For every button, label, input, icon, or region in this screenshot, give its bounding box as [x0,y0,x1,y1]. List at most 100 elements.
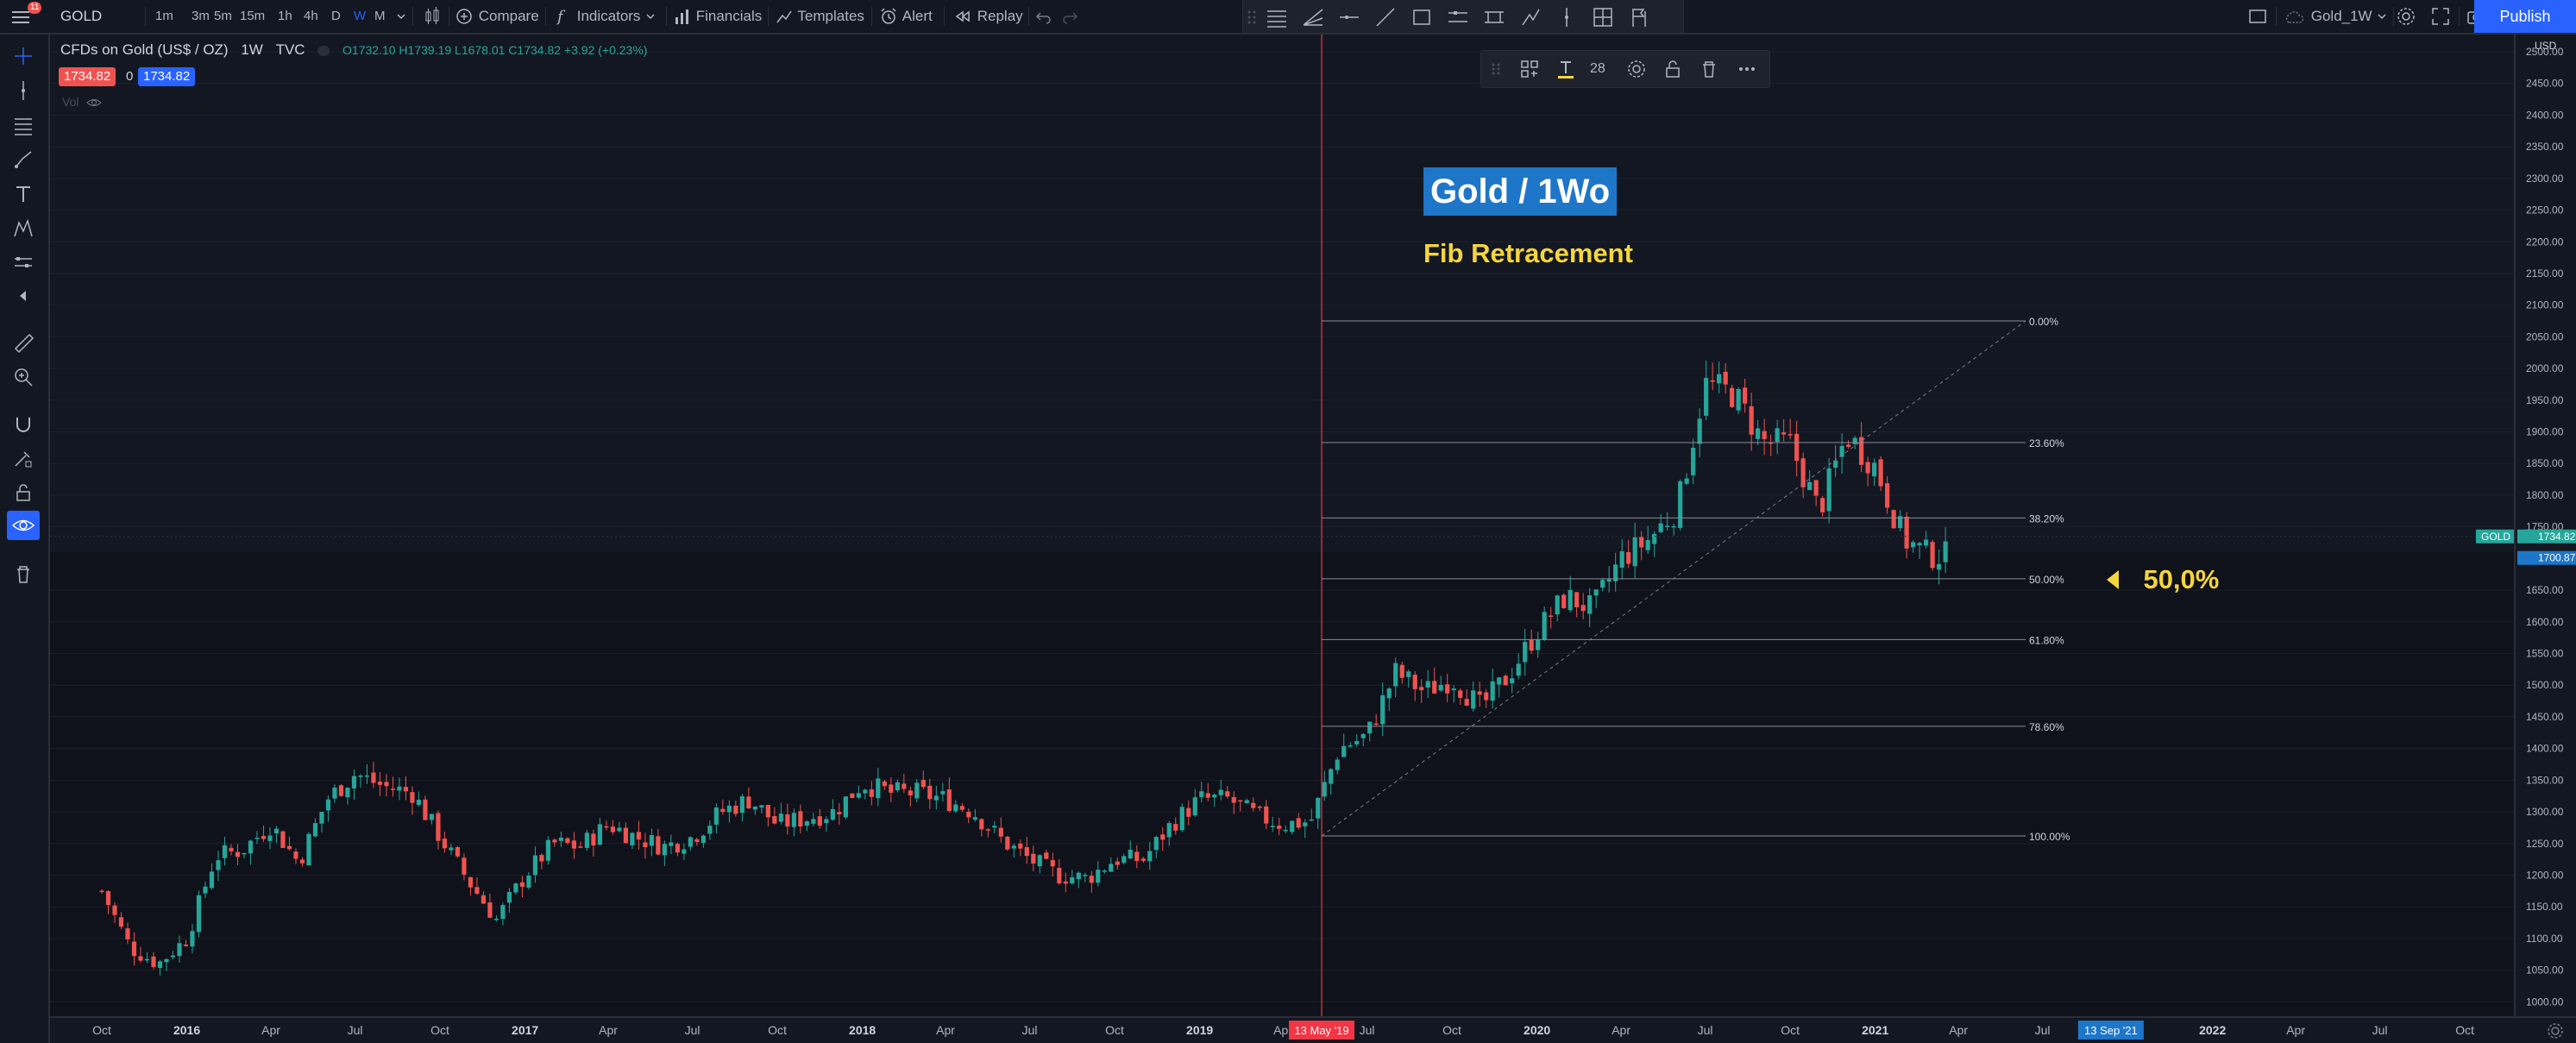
trash-icon[interactable] [1699,59,1719,79]
redo-button[interactable] [1059,5,1080,28]
candle-body [733,805,738,814]
fifty-percent-annotation[interactable]: 50,0% [2103,564,2219,595]
subtitle-annotation[interactable]: Fib Retracement [1423,238,1633,268]
price-tick-label: 1500.00 [2526,679,2564,691]
ask-price-badge[interactable]: 1734.82 [138,67,196,86]
interval-1m[interactable]: 1m [155,9,173,23]
rectangle-icon[interactable] [1409,4,1435,30]
interval-W[interactable]: W [354,9,367,23]
candle-body [1367,721,1373,734]
interval-D[interactable]: D [331,9,341,23]
candle-body [1199,791,1204,798]
price-axis[interactable]: USD 2500.00 2450.00 2400.00 2350.00 2300.00 22… [2514,35,2576,1016]
interval-1h[interactable]: 1h [278,9,292,23]
candle-body [1406,671,1411,677]
bid-price-badge[interactable]: 1734.82 [59,67,116,86]
unlock-icon[interactable] [1662,59,1683,79]
candle-body [726,805,732,813]
parallel-channel-icon[interactable] [1445,4,1471,30]
candle-body [817,816,822,826]
trash-icon[interactable] [12,562,35,585]
candle-body [1179,807,1184,831]
undo-button[interactable] [1034,5,1054,28]
font-size-select[interactable]: 28 [1590,61,1605,76]
time-highlight-box [1289,1021,1355,1040]
flag-icon[interactable] [1626,4,1652,30]
candle-body [578,846,583,848]
text-tool-icon[interactable] [12,183,35,205]
interval-4h[interactable]: 4h [304,9,318,23]
candle-body [1412,675,1417,689]
time-tick-label: Apr [1612,1023,1630,1037]
title-annotation[interactable]: Gold / 1Wo [1423,167,1618,216]
layout-select-button[interactable] [2246,5,2269,28]
interval-3m[interactable]: 3m [192,9,210,23]
eye-off-icon[interactable] [85,97,103,109]
drag-handle-icon[interactable] [1486,59,1507,79]
pitchfork-icon[interactable] [1300,4,1326,30]
interval-5m[interactable]: 5m [214,9,232,23]
lock-icon[interactable] [12,481,35,504]
interval-dropdown[interactable] [395,5,407,28]
brush-tool-icon[interactable] [12,148,35,171]
candle-body [558,837,564,841]
gear-icon[interactable] [2545,1021,2566,1041]
candle-body [843,796,848,818]
candle-body [1632,537,1637,567]
pattern-tool-icon[interactable] [12,217,35,240]
ruler-icon[interactable] [12,331,35,354]
fib-retracement-icon[interactable] [1264,4,1290,30]
save-layout-button[interactable]: Gold_1W [2283,5,2388,28]
gann-fib-tool-icon[interactable] [12,114,35,136]
spread-value: 0 [126,69,134,84]
candle-body [131,941,137,957]
drag-handle-icon[interactable] [1247,0,1257,33]
price-axis-unit: USD [2535,40,2557,52]
templates-grid-icon[interactable] [1519,59,1540,79]
brush-icon[interactable] [1517,4,1543,30]
candle-body [597,824,602,845]
chart-type-button[interactable] [421,5,443,28]
interval-M[interactable]: M [374,9,386,23]
more-icon[interactable] [1737,59,1757,79]
financials-button[interactable]: Financials [673,5,762,28]
templates-button[interactable]: Templates [775,5,864,28]
zoom-icon[interactable] [12,366,35,388]
candle-body [1911,542,1916,548]
settings-button[interactable] [2395,5,2417,28]
price-chart[interactable]: 0.00% 23.60% 38.20% 50.00% 61.80% 78.60% 100.0… [50,35,2514,1016]
crosshair-icon[interactable] [12,45,35,67]
compare-button[interactable]: Compare [456,5,539,28]
candle-body [902,783,907,789]
magnet-icon[interactable] [12,412,35,435]
vertical-line-icon[interactable] [1554,4,1580,30]
symbol-title[interactable]: CFDs on Gold (US$ / OZ) [60,41,229,58]
candle-body [1665,525,1670,527]
ranges-icon[interactable] [1481,4,1507,30]
symbol-search[interactable]: GOLD [60,8,103,24]
collapse-arrow-icon[interactable] [12,285,35,307]
replay-button[interactable]: Replay [952,5,1023,28]
time-axis[interactable]: Oct 2016 Apr Jul Oct 2017 Apr Jul Oct 2018 Apr Jul O… [50,1016,2576,1043]
fullscreen-button[interactable] [2429,5,2452,28]
candle-body [481,895,487,904]
horizontal-ray-icon[interactable] [1336,4,1362,30]
stay-in-drawing-icon[interactable] [12,447,35,469]
candle-body [1717,374,1722,384]
hide-drawings-button[interactable] [7,511,40,540]
gear-icon[interactable] [1626,59,1647,79]
prediction-tool-icon[interactable] [12,252,35,274]
candle-body [1859,437,1864,465]
candle-body [1270,826,1275,827]
alert-button[interactable]: Alert [878,5,933,28]
trend-line-icon[interactable] [1373,4,1398,30]
legend-toggle-icon[interactable] [317,45,330,56]
menu-button[interactable]: 11 [9,2,42,26]
candle-body [500,905,506,920]
publish-button[interactable]: Publish [2474,0,2576,33]
text-color-icon[interactable] [1555,59,1576,79]
indicators-button[interactable]: f Indicators [554,5,657,28]
grid-icon[interactable] [1590,4,1616,30]
interval-15m[interactable]: 15m [240,9,266,23]
trend-line-tool-icon[interactable] [12,79,35,102]
